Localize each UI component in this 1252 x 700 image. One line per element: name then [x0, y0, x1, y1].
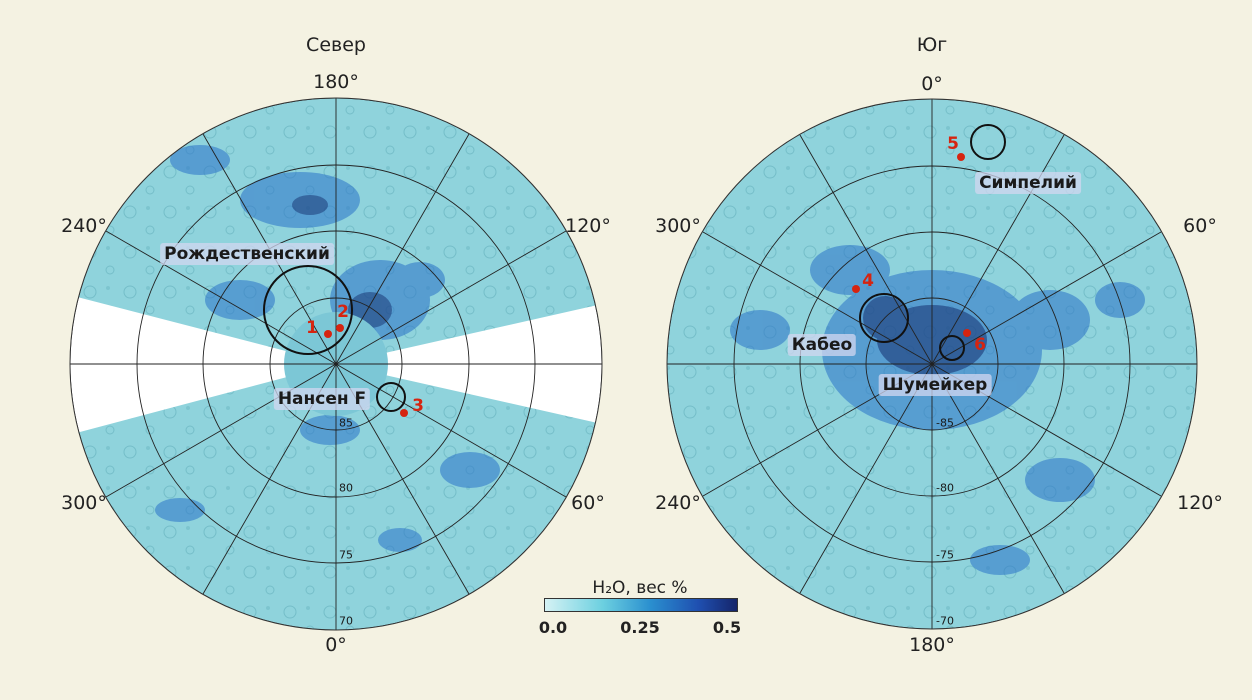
site-label-3: 3 [412, 396, 424, 416]
south-lon-label-300: 300° [655, 215, 701, 237]
south-lon-label-0: 0° [921, 73, 943, 95]
crater-label-rozhdestvensky: Рождественский [160, 243, 334, 265]
north-lon-label-0: 0° [325, 634, 347, 656]
site-label-2: 2 [337, 302, 349, 322]
legend-tick-mid: 0.25 [620, 618, 660, 637]
site-label-6: 6 [974, 335, 986, 355]
legend-title: H₂O, вес % [592, 578, 688, 598]
site-marker-6 [963, 329, 971, 337]
crater-circle-nansen-f [376, 382, 406, 412]
crater-circle-rozhdestvensky [263, 265, 353, 355]
crater-circle-shoemaker [939, 335, 965, 361]
crater-circle-simpelius [970, 124, 1006, 160]
south-lon-label-60: 60° [1183, 215, 1217, 237]
south-map [666, 98, 1198, 630]
south-lat-label-80: -80 [936, 481, 954, 495]
north-lat-label-75: 75 [339, 548, 353, 562]
north-lat-label-70: 70 [339, 614, 353, 628]
south-lat-label-85: -85 [936, 416, 954, 430]
crater-circle-cabeus [859, 293, 909, 343]
south-lat-label-70: -70 [936, 614, 954, 628]
north-lat-label-80: 80 [339, 481, 353, 495]
site-marker-1 [324, 330, 332, 338]
north-map-title: Север [306, 34, 366, 56]
crater-label-cabeus: Кабео [787, 334, 857, 356]
south-lon-label-120: 120° [1177, 492, 1223, 514]
south-graticule [667, 99, 1197, 629]
north-nodata-wedge-left [70, 290, 336, 440]
north-map [69, 97, 603, 631]
south-lon-label-180: 180° [909, 634, 955, 656]
north-lon-label-300: 300° [61, 492, 107, 514]
south-lat-label-75: -75 [936, 548, 954, 562]
north-lon-label-240: 240° [61, 215, 107, 237]
north-lon-label-60: 60° [571, 492, 605, 514]
site-label-1: 1 [306, 318, 318, 338]
south-lon-label-240: 240° [655, 492, 701, 514]
site-label-5: 5 [947, 134, 959, 154]
north-lat-label-85: 85 [339, 416, 353, 430]
site-marker-2 [336, 324, 344, 332]
crater-label-shoemaker: Шумейкер [878, 374, 992, 396]
site-marker-5 [957, 153, 965, 161]
legend-tick-min: 0.0 [538, 618, 568, 637]
north-lon-label-120: 120° [565, 215, 611, 237]
site-label-4: 4 [862, 271, 874, 291]
south-map-title: Юг [916, 34, 948, 56]
north-lon-label-180: 180° [313, 71, 359, 93]
legend-colorbar [544, 598, 738, 612]
site-marker-4 [852, 285, 860, 293]
legend-tick-max: 0.5 [712, 618, 742, 637]
crater-label-nansen-f: Нансен F [273, 388, 371, 410]
north-graticule [70, 98, 602, 630]
crater-label-simpelius: Симпелий [975, 172, 1081, 194]
site-marker-3 [400, 409, 408, 417]
